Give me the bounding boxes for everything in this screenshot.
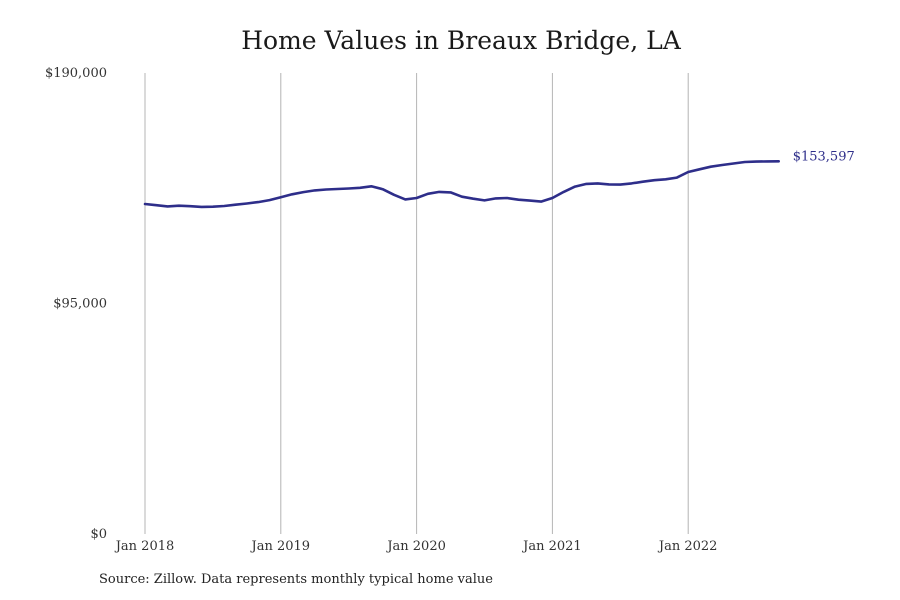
data-point	[200, 206, 202, 208]
data-point	[268, 199, 270, 201]
data-point	[653, 179, 655, 181]
y-tick-label: $0	[90, 527, 107, 542]
series-home-value	[143, 160, 780, 209]
data-point	[257, 201, 259, 203]
data-point	[698, 168, 700, 170]
data-point	[506, 197, 508, 199]
data-point	[721, 164, 723, 166]
data-point	[212, 205, 214, 207]
data-point	[155, 204, 157, 206]
data-point	[359, 187, 361, 189]
data-point	[415, 197, 417, 199]
y-axis-tick-labels: $0 $95,000 $190,000	[45, 66, 107, 542]
data-point	[596, 182, 598, 184]
data-point	[574, 185, 576, 187]
data-point	[472, 197, 474, 199]
x-axis-tick-labels: Jan 2018 Jan 2019 Jan 2020 Jan 2021 Jan 2022	[114, 539, 718, 554]
data-point	[291, 193, 293, 195]
data-labels: $153,597	[793, 149, 855, 164]
data-point	[540, 200, 542, 202]
data-point	[517, 198, 519, 200]
chart-title: Home Values in Breaux Bridge, LA	[241, 26, 681, 55]
data-point	[687, 171, 689, 173]
y-tick-label: $190,000	[45, 66, 107, 81]
data-point	[732, 162, 734, 164]
source-note: Source: Zillow. Data represents monthly …	[99, 572, 493, 587]
data-point	[495, 197, 497, 199]
data-point	[404, 198, 406, 200]
data-point	[393, 194, 395, 196]
data-point	[234, 204, 236, 206]
data-point	[563, 191, 565, 193]
x-tick-label: Jan 2022	[657, 539, 718, 554]
data-point	[483, 199, 485, 201]
data-point	[178, 205, 180, 207]
data-point	[642, 180, 644, 182]
data-point	[608, 183, 610, 185]
data-point	[766, 160, 768, 162]
vertical-gridlines	[144, 73, 689, 534]
data-point	[280, 196, 282, 198]
data-point	[144, 203, 146, 205]
y-tick-label: $95,000	[53, 297, 107, 312]
data-point	[630, 182, 632, 184]
data-point	[223, 205, 225, 207]
data-point	[710, 165, 712, 167]
data-point	[348, 187, 350, 189]
data-point	[461, 196, 463, 198]
data-point	[336, 188, 338, 190]
data-point	[529, 199, 531, 201]
data-point	[189, 205, 191, 207]
data-point	[314, 189, 316, 191]
x-tick-label: Jan 2020	[385, 539, 446, 554]
data-point	[302, 191, 304, 193]
data-point	[325, 188, 327, 190]
data-point	[778, 160, 780, 162]
data-point	[381, 188, 383, 190]
data-point	[755, 160, 757, 162]
x-tick-label: Jan 2019	[250, 539, 311, 554]
x-tick-label: Jan 2018	[114, 539, 175, 554]
data-point	[551, 197, 553, 199]
data-point	[166, 205, 168, 207]
x-tick-label: Jan 2021	[521, 539, 582, 554]
data-point	[370, 185, 372, 187]
data-point	[619, 183, 621, 185]
data-point	[664, 178, 666, 180]
data-point	[438, 191, 440, 193]
data-point	[427, 193, 429, 195]
data-point	[585, 183, 587, 185]
data-point	[246, 202, 248, 204]
data-point	[744, 161, 746, 163]
data-point	[449, 191, 451, 193]
series-line	[143, 160, 780, 209]
data-point	[676, 176, 678, 178]
end-value-label: $153,597	[793, 149, 855, 164]
